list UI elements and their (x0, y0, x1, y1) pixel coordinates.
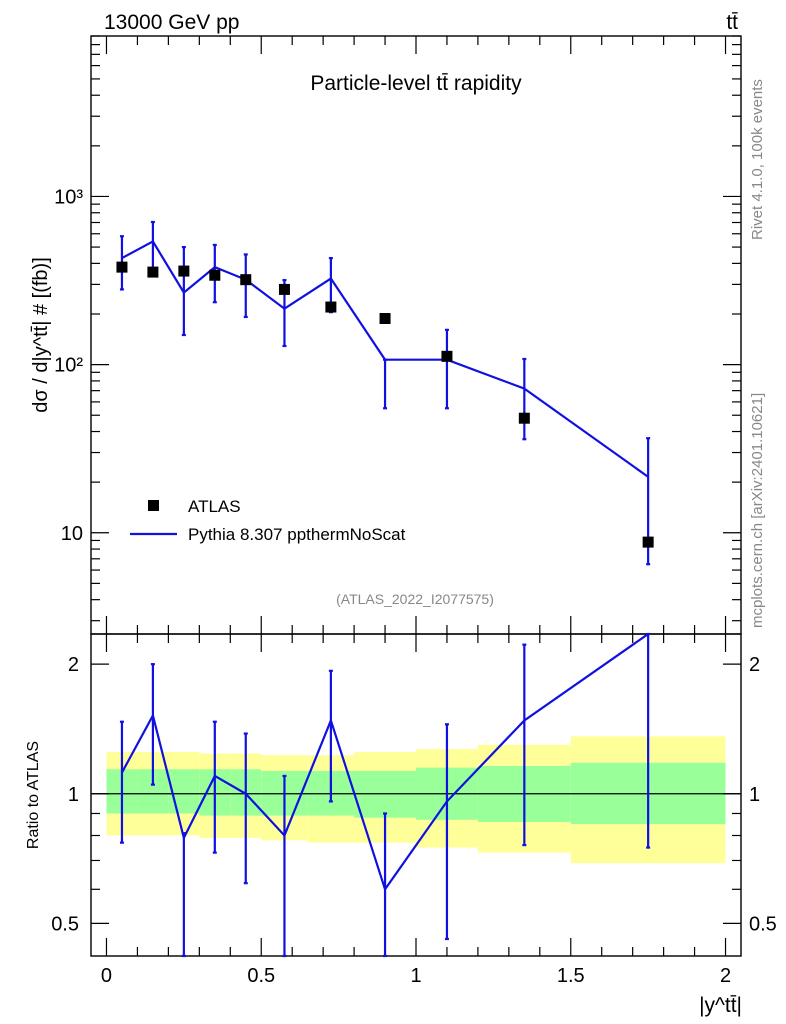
plot-title: Particle-level tt̄ rapidity (310, 72, 522, 95)
legend-label-atlas: ATLAS (188, 497, 241, 516)
legend: ATLAS Pythia 8.307 ppthermNoScat (130, 497, 406, 544)
data-point (147, 266, 159, 278)
data-point (240, 274, 252, 286)
x-tick-label: 1.5 (557, 965, 585, 987)
main-y-axis-label: dσ / d|y^tt̄| # [(fb)] (30, 257, 52, 413)
x-tick-label: 2 (720, 965, 731, 987)
main-panel: Particle-level tt̄ rapidity dσ / d|y^tt̄… (30, 35, 742, 635)
data-point (116, 261, 128, 273)
main-y-tick-label: 10 (61, 523, 83, 545)
data-point (278, 283, 290, 295)
data-point (379, 313, 391, 325)
side-mcplots-label: mcplots.cern.ch [arXiv:2401.10621] (749, 393, 766, 628)
data-point (325, 301, 337, 313)
x-tick-label: 0 (101, 965, 112, 987)
header-process-label: tt̄ (726, 11, 738, 34)
legend-marker-atlas (148, 500, 159, 511)
ratio-y-tick-label: 2 (68, 654, 79, 676)
main-data-series (116, 261, 654, 548)
x-tick-label: 1 (410, 965, 421, 987)
main-axis-ticks (91, 35, 741, 634)
ratio-y-axis-label: Ratio to ATLAS (25, 741, 42, 849)
x-tick-label: 0.5 (247, 965, 275, 987)
ratio-y-tick-label-right: 1 (749, 784, 760, 806)
x-axis-label: |y^tt̄| (699, 994, 742, 1017)
ratio-y-tick-label: 1 (68, 784, 79, 806)
ratio-tick-labels: 0.5 0.5 1 1 2 2 0 0.5 1 1.5 2 (51, 654, 777, 987)
data-point (178, 265, 190, 277)
side-rivet-label: Rivet 4.1.0, 100k events (749, 79, 766, 240)
data-point (209, 269, 221, 281)
legend-label-mc: Pythia 8.307 ppthermNoScat (188, 525, 406, 544)
data-point (518, 412, 530, 424)
data-point (441, 350, 453, 362)
ratio-mc-series (119, 632, 651, 958)
header-energy-label: 13000 GeV pp (104, 11, 239, 34)
ratio-axis-ticks (91, 634, 741, 956)
ratio-panel: 0.5 0.5 1 1 2 2 0 0.5 1 1.5 2 Ratio to ATLAS |y^tt… (25, 632, 777, 1017)
main-y-tick-label: 10³ (54, 186, 83, 208)
ratio-y-tick-label-right: 2 (749, 654, 760, 676)
analysis-watermark: (ATLAS_2022_I2077575) (336, 591, 494, 607)
main-y-tick-label: 10² (54, 355, 83, 377)
ratio-y-tick-label: 0.5 (51, 913, 79, 935)
main-tick-labels: 10 10² 10³ (54, 186, 83, 544)
data-point (642, 536, 654, 548)
ratio-y-tick-label-right: 0.5 (749, 913, 777, 935)
band-inner-bin (168, 769, 200, 814)
